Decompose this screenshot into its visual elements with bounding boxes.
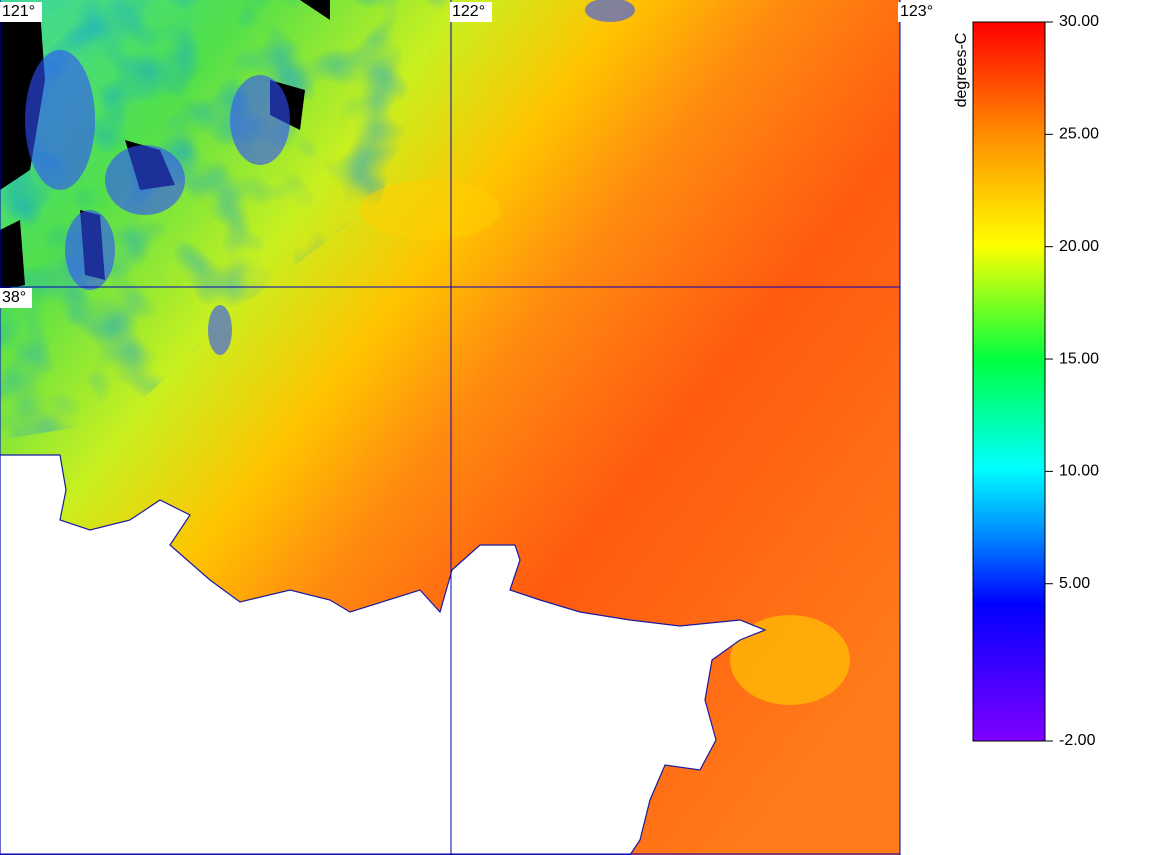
lon-label: 122° xyxy=(452,3,485,20)
lon-label: 123° xyxy=(900,3,933,20)
colorbar-tick-label: 25.00 xyxy=(1059,126,1099,143)
colorbar-tick-label: 30.00 xyxy=(1059,13,1099,30)
graticule xyxy=(0,0,901,855)
colorbar xyxy=(972,21,1046,742)
colorbar-tick-label: 20.00 xyxy=(1059,238,1099,255)
colorbar-tick-label: 5.00 xyxy=(1059,575,1090,592)
colorbar-tick-label: 15.00 xyxy=(1059,350,1099,367)
colorbar-tick-label: -2.00 xyxy=(1059,732,1096,749)
colorbar-label: degrees-C xyxy=(953,33,970,108)
lat-label: 38° xyxy=(2,289,26,306)
land xyxy=(0,454,767,855)
lon-label: 121° xyxy=(2,3,35,20)
colorbar-tick-label: 10.00 xyxy=(1059,463,1099,480)
